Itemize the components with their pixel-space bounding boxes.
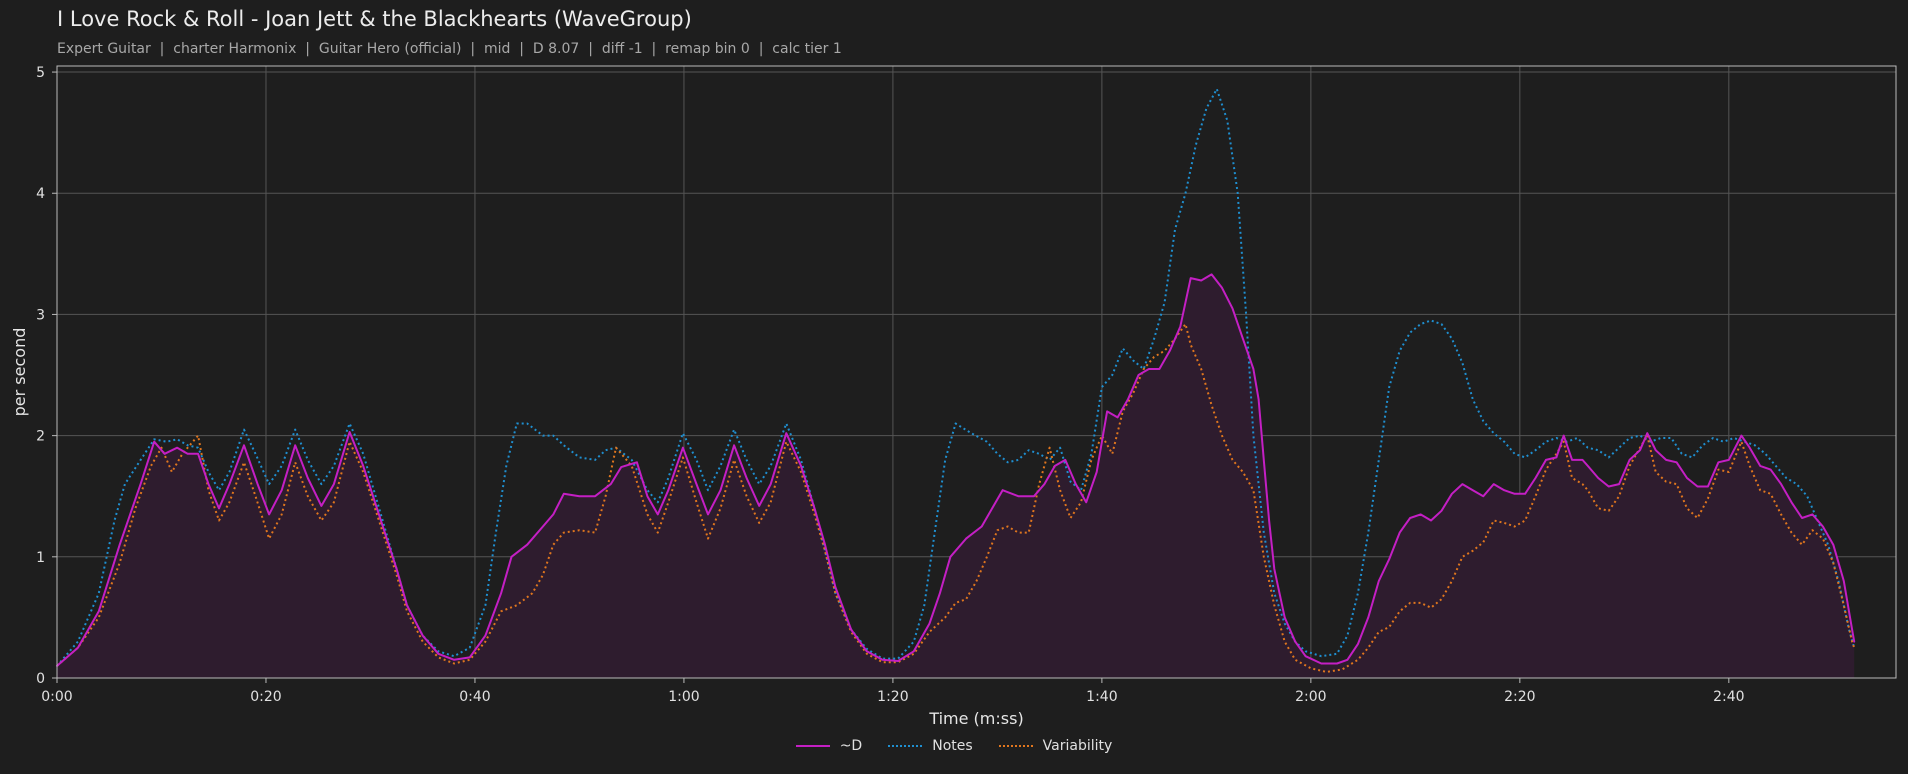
x-axis-label: Time (m:ss) bbox=[928, 709, 1023, 728]
legend-swatch-variability bbox=[998, 745, 1033, 747]
legend-swatch-notes bbox=[888, 745, 923, 747]
y-axis-label: per second bbox=[10, 328, 29, 417]
legend-item-d: ~D bbox=[795, 738, 863, 754]
y-tick-label: 5 bbox=[36, 65, 45, 81]
line-chart: 0:00 0:20 0:40 1:00 1:20 1:40 2:00 2:20 2:40 0 1 2 3… bbox=[10, 65, 1897, 728]
x-tick-label: 0:20 bbox=[250, 689, 281, 705]
x-tick-label: 0:00 bbox=[41, 689, 72, 705]
plot-frame bbox=[56, 65, 1897, 679]
chart-subtitle: Expert Guitar | charter Harmonix | Guita… bbox=[57, 41, 842, 57]
legend-swatch-d bbox=[795, 745, 830, 747]
x-tick-label: 2:20 bbox=[1504, 689, 1535, 705]
legend-label-notes: Notes bbox=[932, 738, 973, 754]
x-tick-label: 1:00 bbox=[668, 689, 699, 705]
x-tick-label: 1:20 bbox=[877, 689, 908, 705]
legend-item-variability: Variability bbox=[998, 738, 1113, 754]
y-tick-label: 2 bbox=[36, 429, 45, 445]
legend-label-variability: Variability bbox=[1042, 738, 1113, 754]
series-line-d bbox=[56, 273, 1856, 667]
legend: ~D Notes Variability bbox=[0, 738, 1908, 754]
x-tick-label: 0:40 bbox=[459, 689, 490, 705]
x-tick-label: 1:40 bbox=[1086, 689, 1117, 705]
legend-label-d: ~D bbox=[839, 738, 863, 754]
y-tick-label: 0 bbox=[36, 671, 45, 687]
x-tick-label: 2:40 bbox=[1713, 689, 1744, 705]
series-layer bbox=[56, 88, 1856, 678]
tick-layer: 0:00 0:20 0:40 1:00 1:20 1:40 2:00 2:20 2:40 0 1 2 3… bbox=[36, 65, 1744, 705]
series-line-variability bbox=[56, 323, 1856, 673]
y-tick-label: 1 bbox=[36, 550, 45, 566]
x-tick-label: 2:00 bbox=[1295, 689, 1326, 705]
chart-title: I Love Rock & Roll - Joan Jett & the Bla… bbox=[57, 7, 692, 31]
legend-item-notes: Notes bbox=[888, 738, 973, 754]
y-tick-label: 4 bbox=[36, 186, 45, 202]
y-tick-label: 3 bbox=[36, 307, 45, 323]
